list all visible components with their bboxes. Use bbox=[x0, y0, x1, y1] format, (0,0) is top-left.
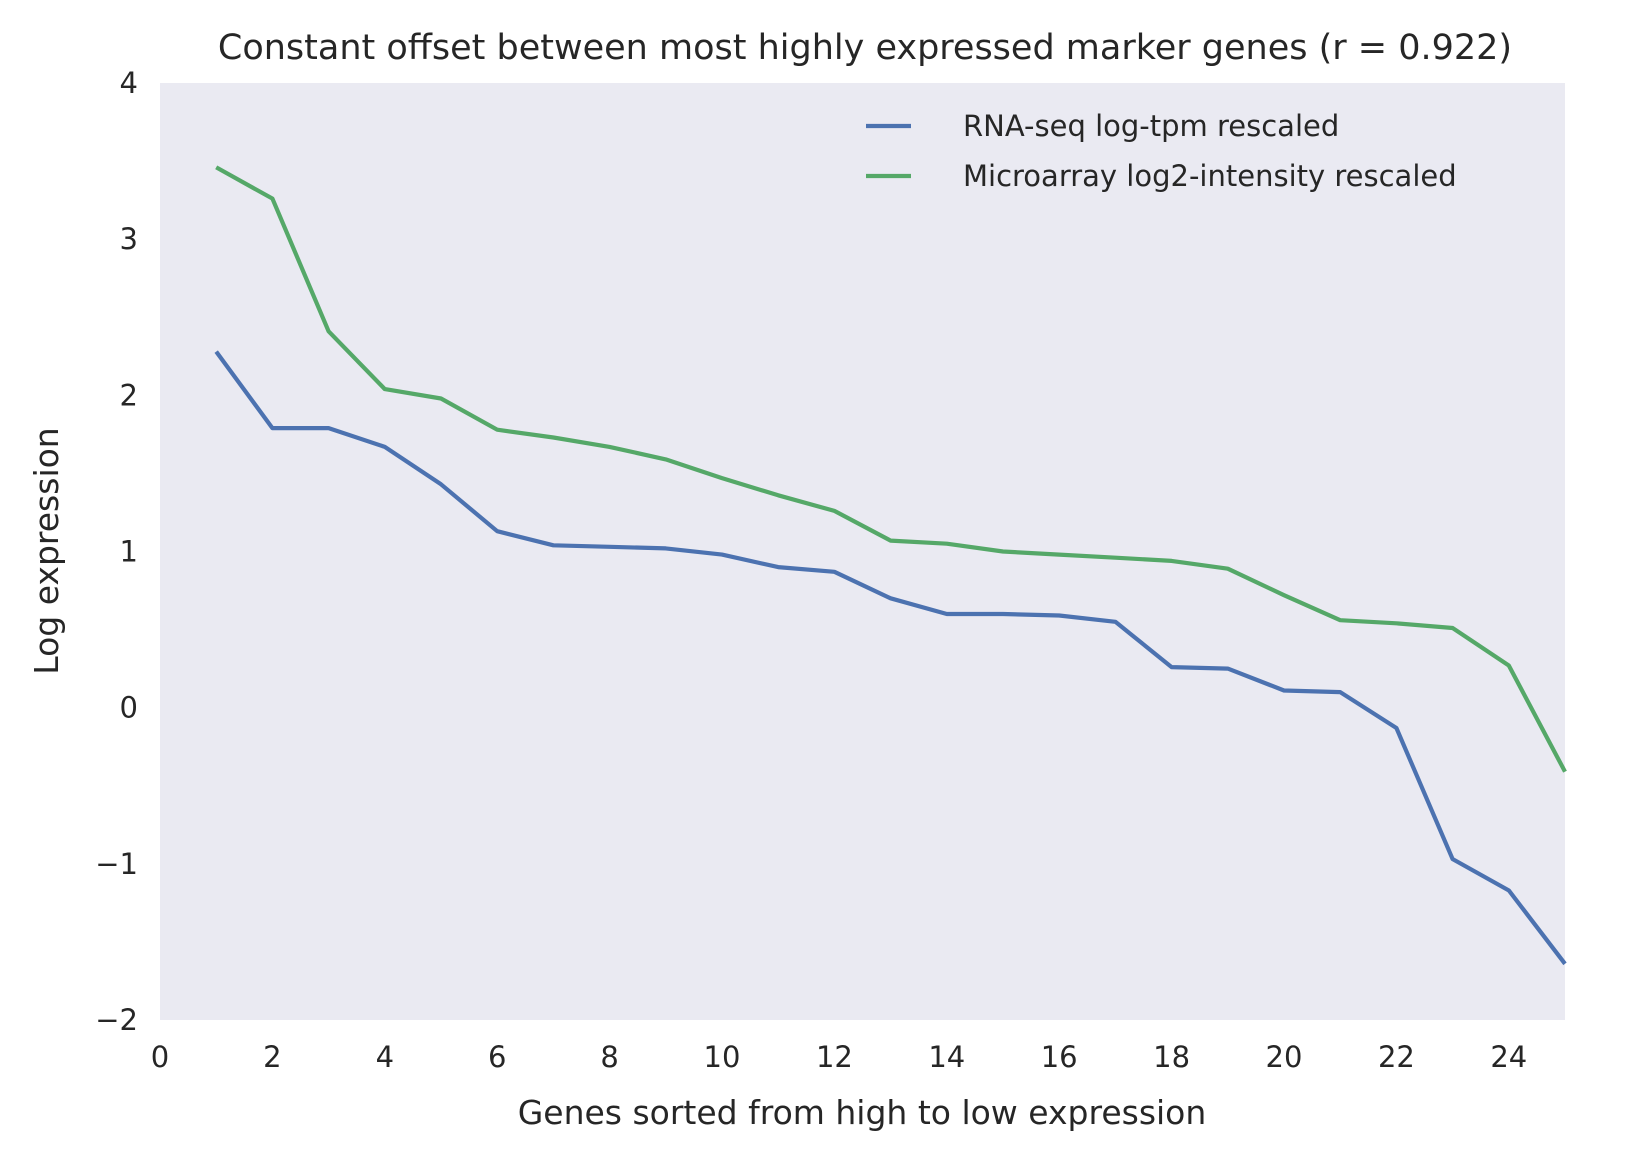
legend-label-1: RNA-seq log-tpm rescaled bbox=[963, 109, 1339, 143]
legend-label-2: Microarray log2-intensity rescaled bbox=[963, 159, 1457, 193]
x-tick-label: 8 bbox=[600, 1040, 618, 1074]
x-tick-label: 24 bbox=[1490, 1040, 1527, 1074]
x-tick-label: 6 bbox=[488, 1040, 506, 1074]
x-tick-label: 14 bbox=[928, 1040, 965, 1074]
y-tick-label: 3 bbox=[120, 222, 138, 256]
x-tick-label: 12 bbox=[816, 1040, 853, 1074]
x-tick-label: 10 bbox=[704, 1040, 741, 1074]
x-tick-label: 18 bbox=[1153, 1040, 1190, 1074]
y-tick-label: 0 bbox=[120, 691, 138, 725]
series-line-2 bbox=[215, 165, 1567, 773]
x-axis-ticks: 0 2 4 6 8 10 12 14 16 18 20 22 24 bbox=[151, 1040, 1527, 1074]
series-line-1 bbox=[214, 350, 1567, 966]
y-axis-ticks: −2 −1 0 1 2 3 4 bbox=[95, 66, 138, 1037]
y-tick-label: −1 bbox=[95, 847, 138, 881]
y-tick-label: −2 bbox=[95, 1003, 138, 1037]
plot-area bbox=[160, 83, 1565, 1020]
series-lines bbox=[214, 165, 1567, 966]
chart-title: Constant offset between most highly expr… bbox=[218, 28, 1512, 68]
x-tick-label: 4 bbox=[376, 1040, 394, 1074]
legend: RNA-seq log-tpm rescaled Microarray log2-… bbox=[866, 109, 1457, 193]
x-tick-label: 20 bbox=[1266, 1040, 1303, 1074]
y-axis-label: Log expression bbox=[27, 427, 66, 674]
y-tick-label: 1 bbox=[120, 535, 138, 569]
y-tick-label: 2 bbox=[120, 378, 138, 412]
x-axis-label: Genes sorted from high to low expression bbox=[518, 1093, 1207, 1132]
y-tick-label: 4 bbox=[120, 66, 138, 100]
x-tick-label: 2 bbox=[263, 1040, 281, 1074]
x-tick-label: 22 bbox=[1378, 1040, 1415, 1074]
x-tick-label: 16 bbox=[1041, 1040, 1078, 1074]
x-tick-label: 0 bbox=[151, 1040, 169, 1074]
